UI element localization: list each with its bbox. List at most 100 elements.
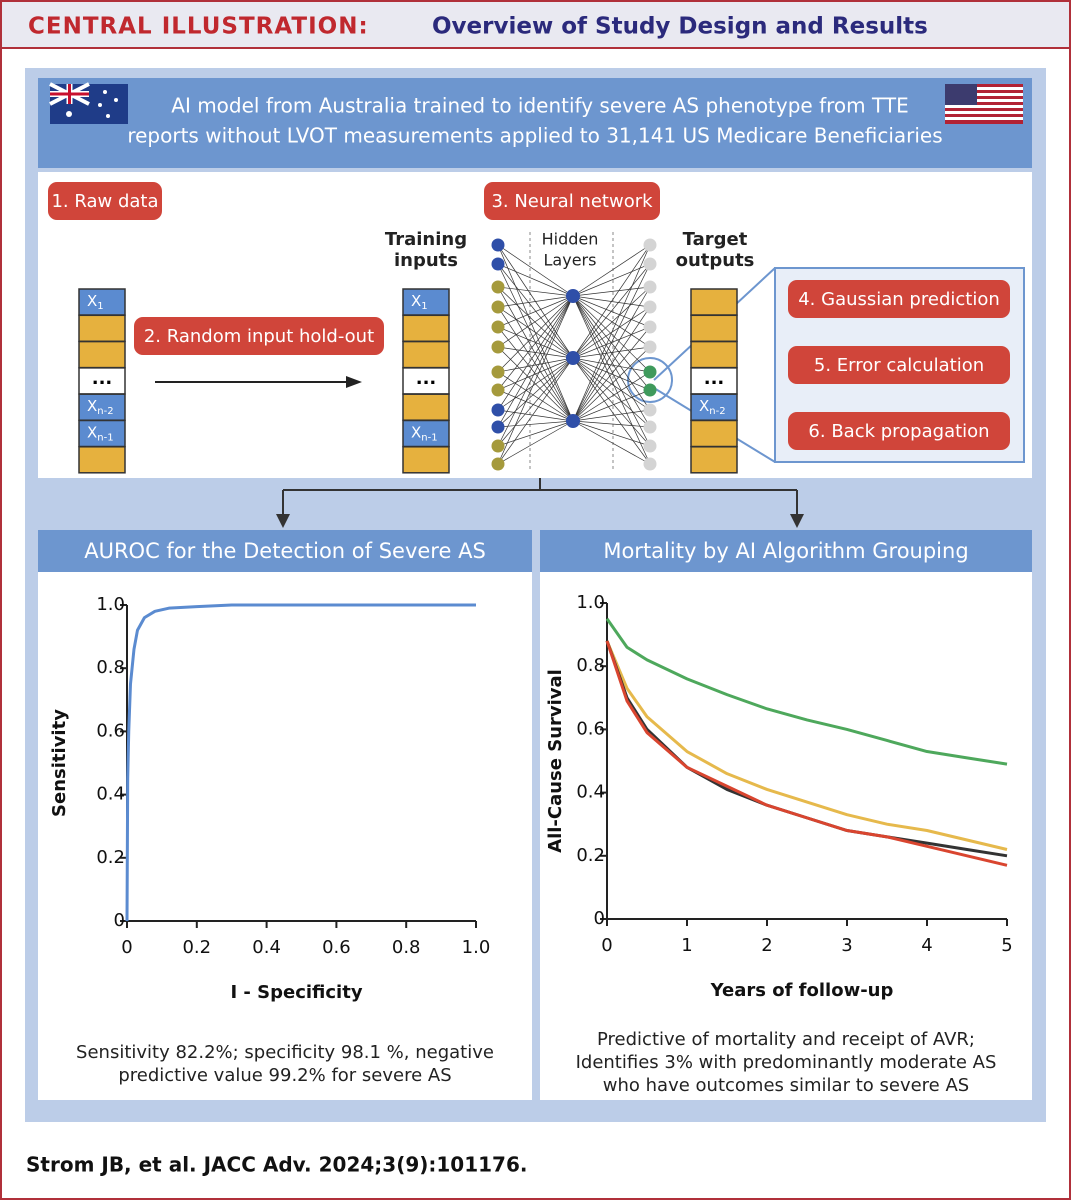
x-axis-label: I - Specificity — [230, 982, 362, 1003]
input-node — [491, 257, 505, 271]
edge — [497, 286, 574, 422]
y-axis-label: All-Cause Survival — [545, 669, 566, 853]
step-button — [788, 346, 1010, 384]
vector-cell — [690, 340, 738, 369]
vector-cell — [78, 446, 126, 474]
y-tick-label: 0 — [114, 910, 125, 931]
x-tick-label: 0.2 — [182, 937, 211, 958]
step-label: 4. Gaussian prediction — [798, 289, 1000, 310]
edge — [572, 357, 651, 373]
step-button — [484, 182, 660, 220]
chart-caption: predictive value 99.2% for severe AS — [118, 1065, 451, 1086]
output-node — [643, 320, 657, 334]
subscript: n-1 — [97, 433, 113, 444]
connector — [282, 478, 798, 515]
edge — [572, 295, 651, 447]
edge — [572, 263, 651, 359]
edge — [497, 371, 574, 422]
x-tick-label: 4 — [921, 935, 932, 956]
edge — [497, 357, 574, 411]
arrow-head — [346, 376, 362, 388]
output-node — [643, 340, 657, 354]
edge — [497, 263, 574, 359]
input-node — [491, 280, 505, 294]
x-axis-label: Years of follow-up — [710, 980, 894, 1001]
vector-cell — [690, 367, 738, 395]
flag-usa — [945, 84, 1023, 124]
variable: X — [699, 397, 709, 415]
ellipsis: ... — [416, 368, 437, 389]
y-tick-label: 0.4 — [576, 782, 605, 803]
edge — [572, 295, 651, 373]
y-axis-label: Sensitivity — [49, 709, 70, 817]
edge — [497, 295, 574, 428]
variable: X — [87, 292, 97, 310]
edge — [497, 409, 574, 422]
edge — [572, 295, 651, 348]
variable: X — [411, 423, 421, 441]
x-tick-label: 0.6 — [322, 937, 351, 958]
vector-label: X1 — [87, 292, 104, 313]
edge — [497, 295, 574, 391]
x-tick-label: 0 — [121, 937, 132, 958]
edge — [572, 244, 651, 422]
ellipsis: ... — [704, 368, 725, 389]
input-node — [491, 457, 505, 471]
vector-cell — [402, 288, 450, 316]
y-tick-label: 0.4 — [96, 784, 125, 805]
subscript: n-2 — [97, 406, 113, 417]
variable: X — [411, 292, 421, 310]
series-line — [605, 640, 1008, 867]
y-tick-label: 1.0 — [576, 592, 605, 613]
edge — [572, 420, 651, 465]
input-node — [491, 238, 505, 252]
chart-caption: Predictive of mortality and receipt of A… — [597, 1029, 975, 1050]
edge — [497, 286, 574, 359]
chart-title: AUROC for the Detection of Severe AS — [84, 539, 486, 563]
vector-cell — [690, 419, 738, 448]
edge — [572, 295, 651, 465]
vector-label: X1 — [411, 292, 428, 313]
edge — [572, 357, 651, 391]
neural-network — [491, 232, 657, 471]
edge — [572, 357, 651, 447]
subscript: n-2 — [709, 406, 725, 417]
vector-label: Xn-1 — [87, 423, 114, 444]
edge — [497, 357, 574, 428]
edge — [497, 244, 574, 422]
edge — [572, 420, 651, 447]
vector-cell — [78, 314, 126, 343]
banner — [38, 78, 1032, 168]
edge — [497, 244, 574, 297]
output-node — [643, 257, 657, 271]
x-tick-label: 2 — [761, 935, 772, 956]
vector-label: Xn-2 — [699, 397, 726, 418]
vector-cell — [690, 288, 738, 316]
output-node — [643, 403, 657, 417]
x-tick-label: 0 — [601, 935, 612, 956]
input-node — [491, 383, 505, 397]
y-tick-label: 0.2 — [96, 847, 125, 868]
edge — [572, 286, 651, 297]
edge — [497, 263, 574, 297]
input-node — [491, 340, 505, 354]
step-label: 6. Back propagation — [808, 421, 989, 442]
step-button — [788, 280, 1010, 318]
output-node — [643, 457, 657, 471]
vector-cell — [402, 393, 450, 421]
edge — [497, 420, 574, 428]
vector-cell — [402, 446, 450, 474]
network-label: Layers — [544, 251, 597, 270]
edge — [572, 371, 651, 422]
edge — [497, 357, 574, 391]
edge — [497, 295, 574, 308]
chart-panel — [38, 530, 532, 1100]
edge — [572, 244, 651, 297]
input-node — [491, 403, 505, 417]
output-node — [643, 439, 657, 453]
series-line — [605, 640, 1008, 851]
edge — [572, 286, 651, 359]
vectors: X1...Xn-2Xn-1X1...Xn-1...Xn-2 — [78, 288, 738, 474]
edge — [572, 357, 651, 411]
